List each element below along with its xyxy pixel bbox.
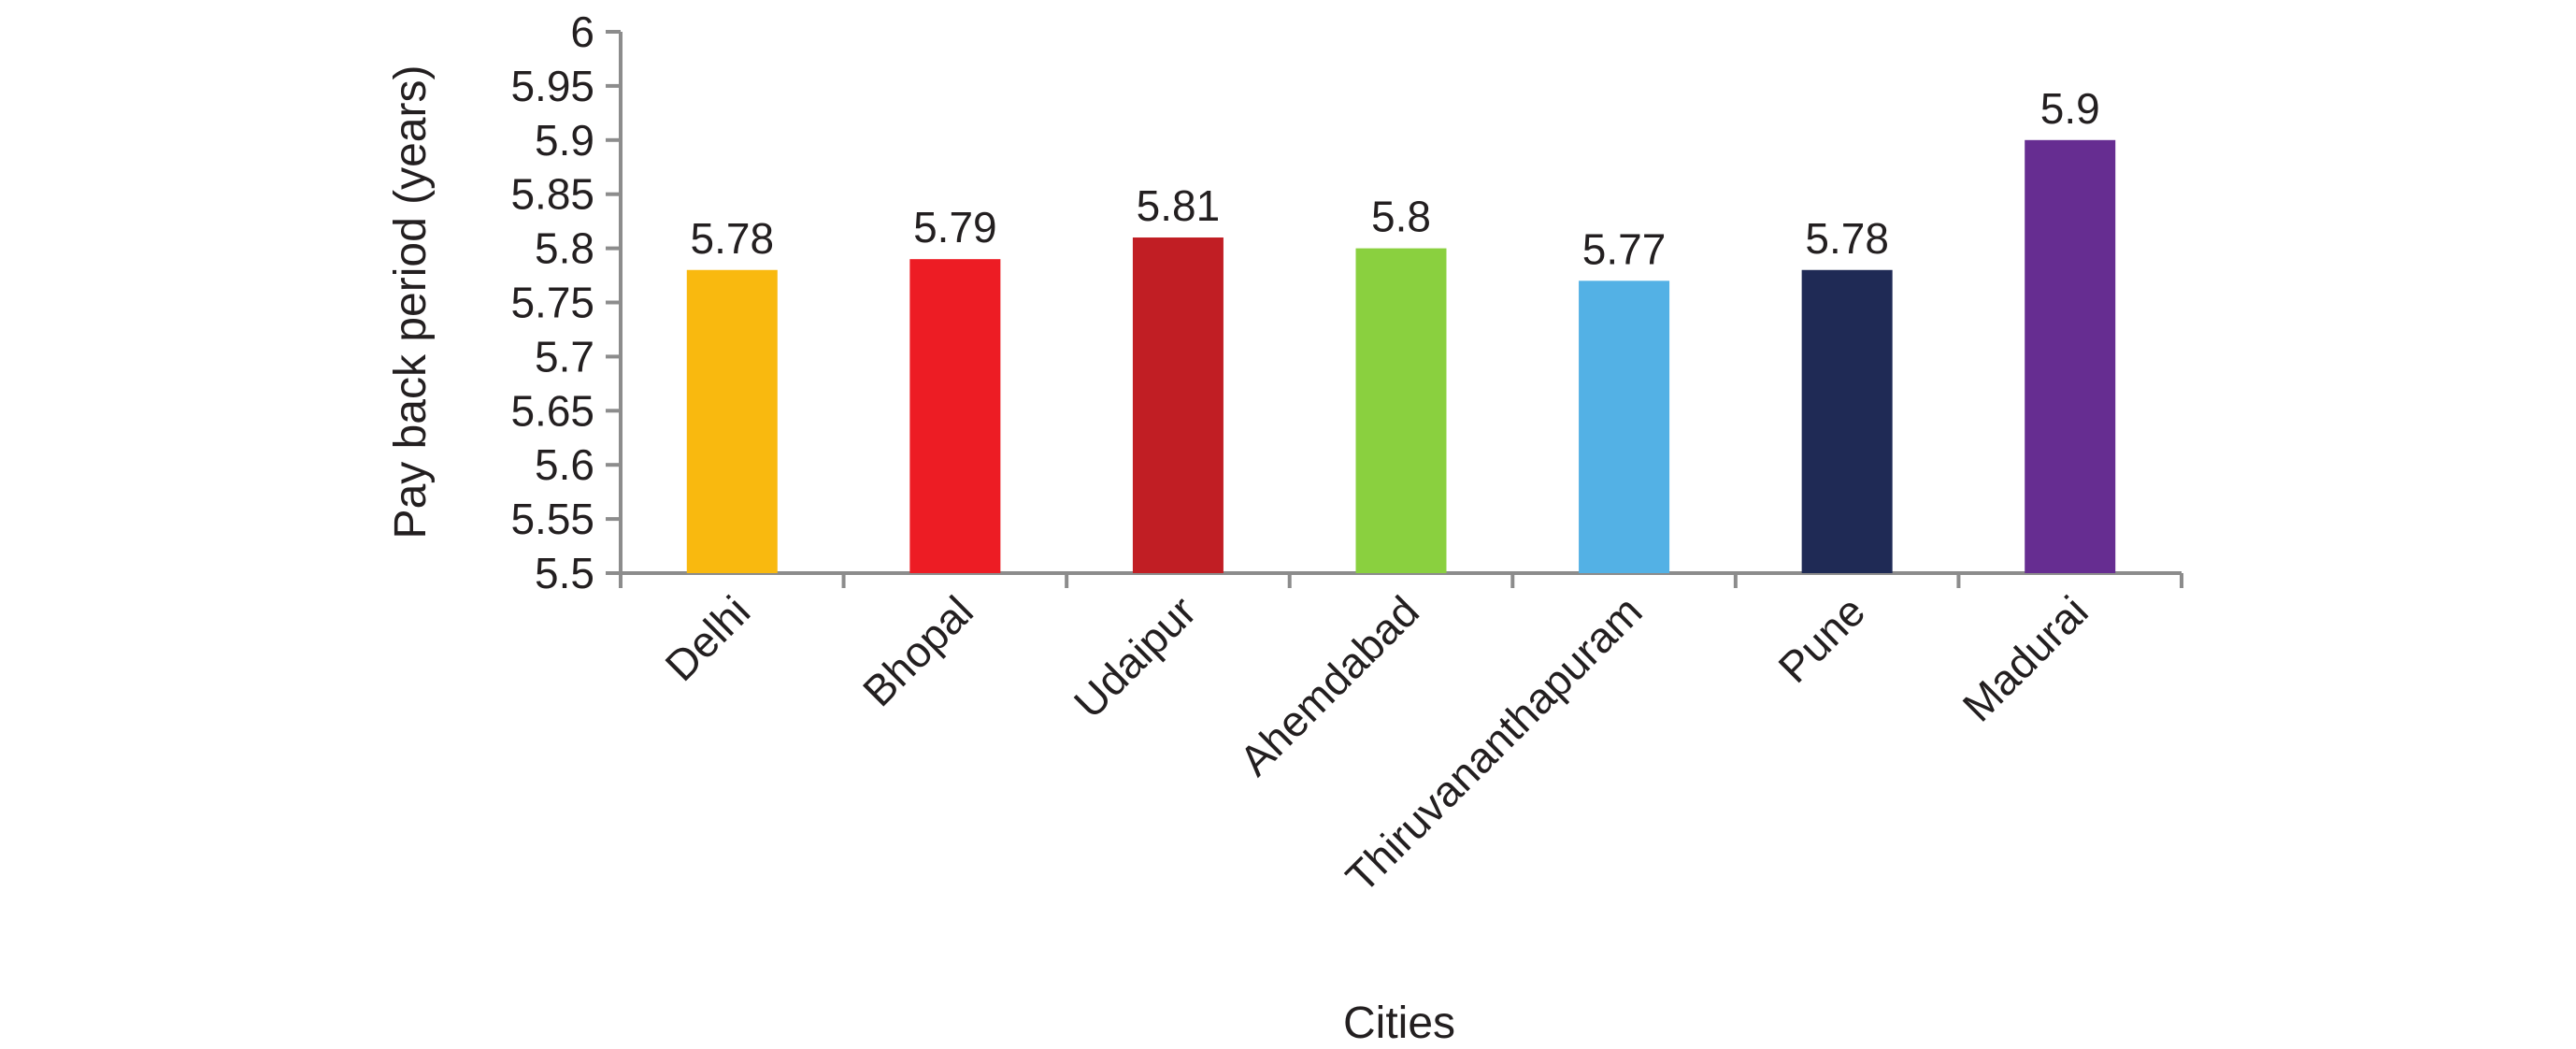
y-tick-label: 6 xyxy=(570,7,594,56)
x-tick-label: Pune xyxy=(1768,586,1874,692)
y-tick-label: 5.85 xyxy=(510,170,594,219)
x-tick-label: Delhi xyxy=(655,586,759,690)
y-tick-label: 5.8 xyxy=(535,224,594,273)
x-tick-label: Ahemdabad xyxy=(1230,586,1428,784)
bar-delhi xyxy=(686,269,778,573)
y-tick-label: 5.65 xyxy=(510,386,594,435)
y-tick-label: 5.6 xyxy=(535,440,594,489)
x-tick-label: Madurai xyxy=(1953,586,2097,730)
data-labels: 5.78 5.79 5.81 5.8 5.77 5.78 5.9 xyxy=(691,84,2100,274)
data-label: 5.9 xyxy=(2040,84,2100,133)
y-tick-label: 5.7 xyxy=(535,332,594,381)
x-axis-title: Cities xyxy=(1343,999,1455,1048)
data-label: 5.78 xyxy=(1805,214,1889,263)
y-tick-label: 5.75 xyxy=(510,279,594,327)
data-label: 5.78 xyxy=(691,214,775,263)
bar-bhopal xyxy=(909,259,1001,573)
data-label: 5.8 xyxy=(1371,193,1431,241)
y-tick-label: 5.95 xyxy=(510,62,594,110)
data-label: 5.81 xyxy=(1137,181,1221,230)
y-tick-label: 5.55 xyxy=(510,495,594,543)
data-label: 5.77 xyxy=(1582,224,1667,273)
bar-thiruvananthapuram xyxy=(1579,280,1670,573)
y-tick-label: 5.5 xyxy=(535,549,594,597)
bar-ahemdabad xyxy=(1355,248,1447,573)
bars xyxy=(686,139,2116,574)
x-tick-label: Udaipur xyxy=(1065,586,1206,727)
bar-madurai xyxy=(2025,139,2116,574)
bar-udaipur xyxy=(1132,237,1224,573)
x-tick-label: Bhopal xyxy=(853,586,982,715)
y-tick-label: 5.9 xyxy=(535,116,594,165)
data-label: 5.79 xyxy=(913,203,997,251)
y-axis-title: Pay back period (years) xyxy=(386,65,436,539)
bar-pune xyxy=(1801,269,1893,573)
